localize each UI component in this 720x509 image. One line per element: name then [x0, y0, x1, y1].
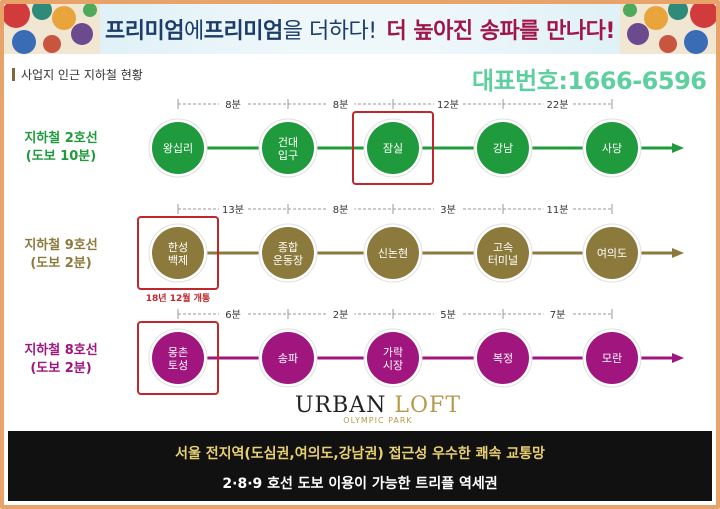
station-circle — [262, 122, 314, 174]
decorative-pattern-left — [4, 4, 100, 54]
header-banner: 프리미엄 에 프리미엄 을 더하다! 더 높아진 송파를 만나다! — [4, 4, 716, 54]
time-label-bg — [434, 307, 462, 321]
route-arrow-icon — [672, 143, 684, 153]
banner-text-2: 에 — [184, 19, 204, 44]
route-arrow-icon — [672, 353, 684, 363]
time-label-bg — [219, 202, 247, 216]
time-label-bg — [543, 97, 572, 111]
station-circle — [477, 122, 529, 174]
footer-headline: 서울 전지역(도심권,여의도,강남권) 접근성 우수한 쾌속 교통망 — [175, 446, 545, 462]
travel-time-label: 2분 — [333, 309, 349, 321]
station-name: 잠실 — [383, 142, 403, 155]
section-title: 사업지 인근 지하철 현황 — [12, 66, 143, 83]
station-circle — [152, 122, 204, 174]
banner-text-5: 더 높아진 송파를 만나다! — [386, 19, 616, 44]
banner-text-4: 을 더하다! — [282, 19, 377, 44]
brand-urban: URBAN — [294, 393, 387, 418]
station-circle — [477, 332, 529, 384]
highlight-box — [137, 321, 219, 395]
line-walk-time: (도보 2분) — [30, 361, 92, 376]
station-name: 고속 터미널 — [488, 241, 518, 267]
station-circle — [477, 227, 529, 279]
time-label-bg — [434, 97, 462, 111]
phone-number[interactable]: 대표번호:1666-6596 — [472, 67, 707, 95]
time-label-bg — [219, 307, 247, 321]
time-label-bg — [434, 202, 462, 216]
brand-logo-main: URBAN LOFT — [278, 393, 478, 418]
station-circle — [367, 332, 419, 384]
station-name: 강남 — [493, 142, 513, 155]
section-title-bar — [12, 68, 15, 81]
travel-time-label: 13분 — [222, 204, 244, 216]
brand-logo: URBAN LOFT OLYMPIC PARK — [278, 393, 478, 425]
time-label-bg — [219, 97, 247, 111]
line-name: 지하철 9호선 — [24, 238, 98, 253]
station-name: 여의도 — [597, 247, 627, 260]
banner-text-1: 프리미엄 — [105, 19, 185, 44]
travel-time-label: 6분 — [225, 309, 241, 321]
time-label-bg — [543, 202, 572, 216]
opening-note: 18년 12월 개통 — [146, 292, 210, 304]
footer-banner: 서울 전지역(도심권,여의도,강남권) 접근성 우수한 쾌속 교통망 2·8·9… — [8, 431, 712, 501]
line-walk-time: (도보 2분) — [30, 256, 92, 271]
brand-loft: LOFT — [394, 393, 461, 418]
station-circle — [262, 332, 314, 384]
travel-time-label: 22분 — [547, 99, 569, 111]
banner-text-3: 프리미엄 — [203, 19, 283, 44]
travel-time-label: 3분 — [440, 204, 456, 216]
travel-time-label: 8분 — [225, 99, 241, 111]
travel-time-label: 8분 — [333, 204, 349, 216]
decorative-pattern-right — [620, 4, 716, 54]
travel-time-label: 11분 — [547, 204, 569, 216]
station-circle — [586, 227, 638, 279]
line-name: 지하철 8호선 — [24, 343, 98, 358]
banner-headline: 프리미엄 에 프리미엄 을 더하다! 더 높아진 송파를 만나다! — [4, 4, 716, 54]
station-circle — [262, 227, 314, 279]
section-title-text: 사업지 인근 지하철 현황 — [21, 68, 143, 82]
station-circle — [586, 332, 638, 384]
station-circle — [367, 122, 419, 174]
station-name: 왕십리 — [163, 142, 193, 155]
station-circle — [367, 227, 419, 279]
time-label-bg — [326, 307, 355, 321]
travel-time-label: 12분 — [437, 99, 459, 111]
station-circle — [586, 122, 638, 174]
highlight-box — [352, 111, 434, 185]
line-name: 지하철 2호선 — [24, 131, 98, 146]
line-walk-time: (도보 10분) — [25, 149, 97, 164]
station-name: 신논현 — [378, 247, 408, 260]
station-name: 건대 입구 — [278, 136, 298, 162]
travel-time-label: 7분 — [550, 309, 566, 321]
line-label: 지하철 8호선 (도보 2분) — [6, 342, 116, 378]
station-name: 한성 백제 — [168, 241, 188, 267]
station-name: 사당 — [602, 142, 622, 155]
station-name: 몽촌 토성 — [168, 346, 188, 372]
travel-time-label: 5분 — [440, 309, 456, 321]
travel-time-label: 8분 — [333, 99, 349, 111]
station-circle — [152, 332, 204, 384]
time-label-bg — [326, 97, 355, 111]
brand-sublabel: OLYMPIC PARK — [343, 416, 413, 425]
highlight-box — [137, 216, 219, 290]
station-circle — [152, 227, 204, 279]
footer-subline: 2·8·9 호선 도보 이용이 가능한 트리플 역세권 — [222, 476, 498, 492]
station-name: 종합 운동장 — [273, 241, 303, 267]
station-name: 가락 시장 — [383, 346, 403, 372]
station-name: 복정 — [493, 352, 513, 365]
line-label: 지하철 2호선 (도보 10분) — [6, 130, 116, 166]
station-name: 송파 — [278, 352, 298, 365]
route-arrow-icon — [672, 248, 684, 258]
time-label-bg — [543, 307, 572, 321]
line-label: 지하철 9호선 (도보 2분) — [6, 237, 116, 273]
time-label-bg — [326, 202, 355, 216]
station-name: 모란 — [602, 352, 622, 365]
